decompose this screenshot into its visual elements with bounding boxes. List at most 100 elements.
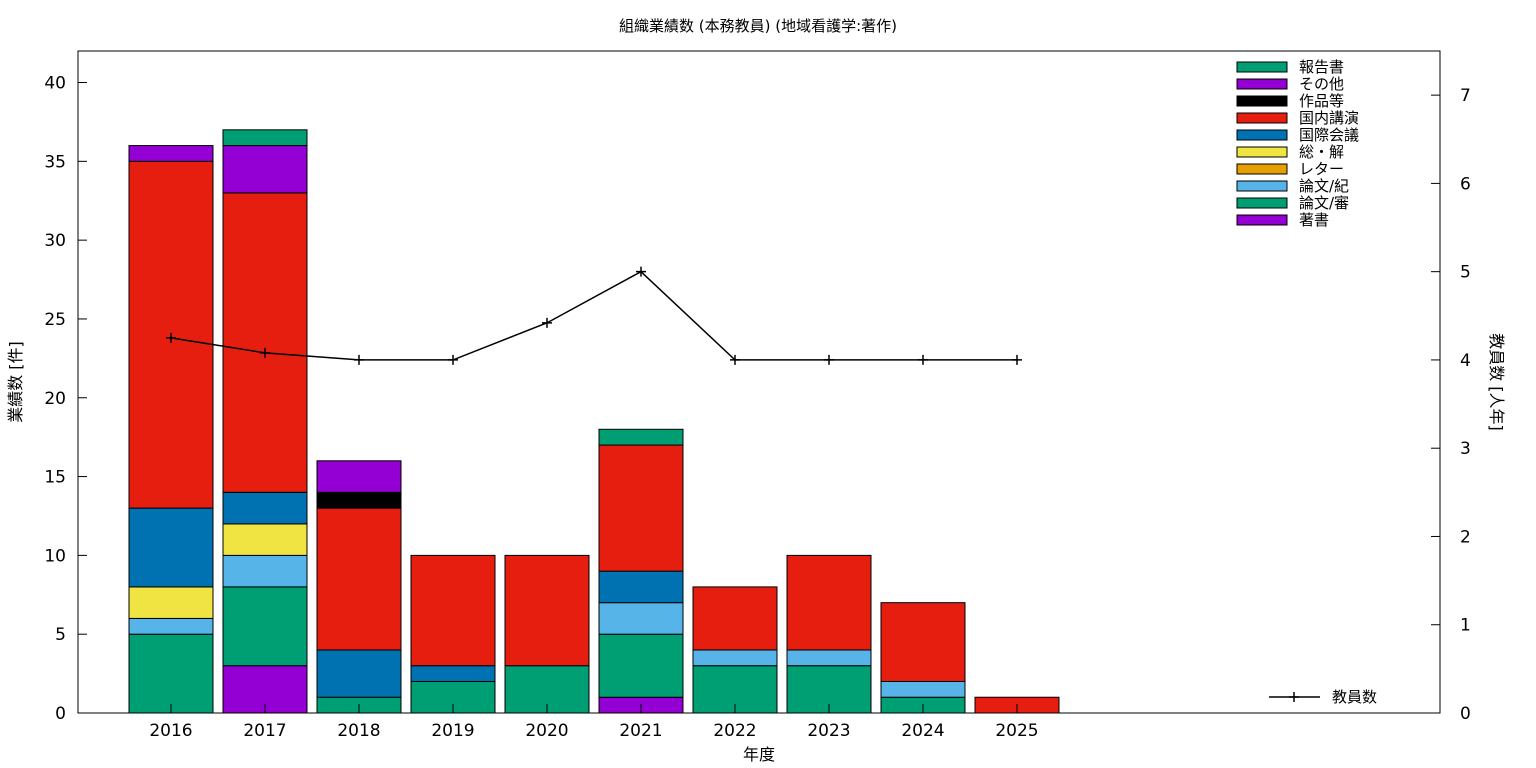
bar-segment — [410, 665, 496, 682]
legend-swatch — [1236, 61, 1288, 73]
bar-segment — [128, 145, 214, 162]
x-axis-title: 年度 — [743, 745, 775, 764]
faculty-count-point — [1012, 354, 1022, 365]
bar-segment — [880, 680, 966, 698]
bar-segment — [222, 586, 308, 667]
y-tick-label: 10 — [44, 546, 66, 566]
bar-segment — [692, 586, 778, 651]
bar-segment — [880, 602, 966, 682]
y2-tick-label: 3 — [1460, 439, 1471, 459]
legend-label: レター — [1299, 160, 1344, 178]
legend-swatch — [1236, 180, 1288, 192]
x-tick-label: 2020 — [525, 721, 568, 741]
legend-swatch — [1236, 146, 1288, 158]
x-tick-label: 2018 — [337, 721, 380, 741]
bar-segment — [410, 554, 496, 667]
legend-line-marker — [1289, 692, 1299, 702]
bar-segment — [222, 145, 308, 194]
bar-segment — [786, 649, 872, 667]
y-axis-title: 業績数 [件] — [6, 341, 25, 423]
legend-swatch — [1236, 78, 1288, 90]
bar-segment — [598, 428, 684, 446]
legend-label: 報告書 — [1299, 58, 1344, 76]
faculty-count-point — [636, 266, 646, 277]
x-tick-label: 2021 — [619, 721, 662, 741]
bar-segment — [222, 192, 308, 493]
bar-segment — [128, 633, 214, 714]
x-tick-label: 2019 — [431, 721, 474, 741]
y2-tick-label: 7 — [1460, 86, 1471, 106]
x-tick-label: 2023 — [807, 721, 850, 741]
y2-tick-label: 5 — [1460, 263, 1471, 283]
legend-swatch — [1236, 95, 1288, 107]
bar-segment — [316, 507, 402, 651]
faculty-count-point — [448, 354, 458, 365]
y2-tick-label: 0 — [1460, 704, 1471, 724]
x-tick-label: 2022 — [713, 721, 756, 741]
legend-label: 総・解 — [1299, 143, 1344, 161]
y-tick-label: 25 — [44, 310, 66, 330]
bar-segment — [316, 460, 402, 493]
y2-tick-label: 4 — [1460, 351, 1471, 371]
bar-segment — [598, 570, 684, 604]
faculty-count-point — [542, 317, 552, 328]
y-tick-label: 0 — [55, 704, 66, 724]
chart-title: 組織業績数 (本務教員) (地域看護学:著作) — [619, 17, 897, 35]
bar-segment — [128, 507, 214, 588]
bar-segment — [128, 617, 214, 635]
bar-segment — [598, 633, 684, 698]
line-layer — [166, 266, 1022, 365]
bar-segment — [316, 649, 402, 698]
bar-segment — [504, 554, 590, 667]
y-tick-label: 30 — [44, 231, 66, 251]
bar-segment — [598, 444, 684, 572]
legend-swatch — [1236, 129, 1288, 141]
legend-label: 教員数 — [1332, 688, 1377, 706]
bar-segment — [222, 523, 308, 556]
y2-tick-label: 2 — [1460, 527, 1471, 547]
bar-segment — [692, 649, 778, 667]
legend-label: 著書 — [1299, 211, 1329, 229]
faculty-count-point — [166, 332, 176, 343]
faculty-count-point — [260, 347, 270, 358]
bar-segment — [222, 554, 308, 588]
legend-label: 論文/紀 — [1299, 177, 1349, 195]
faculty-count-point — [918, 354, 928, 365]
plot-frame — [77, 50, 1441, 714]
bar-segment — [128, 586, 214, 619]
y-tick-label: 40 — [44, 74, 66, 94]
legend-label: 作品等 — [1299, 92, 1344, 110]
x-tick-label: 2025 — [995, 721, 1038, 741]
y2-axis-title: 教員数 [人年] — [1487, 333, 1506, 431]
bar-segment — [316, 491, 402, 509]
y-tick-label: 20 — [44, 389, 66, 409]
faculty-count-point — [824, 354, 834, 365]
x-tick-label: 2016 — [149, 721, 192, 741]
legend-label: 論文/審 — [1299, 194, 1349, 212]
y2-tick-label: 6 — [1460, 174, 1471, 194]
bar-segment — [786, 554, 872, 651]
y-tick-label: 5 — [55, 625, 66, 645]
y-tick-label: 15 — [44, 468, 66, 488]
legend-label: 国際会議 — [1299, 126, 1359, 144]
bar-segment — [222, 491, 308, 525]
y2-tick-label: 1 — [1460, 616, 1471, 636]
bar-layer — [128, 129, 1060, 714]
faculty-count-point — [354, 354, 364, 365]
x-tick-label: 2017 — [243, 721, 286, 741]
legend-swatch — [1236, 214, 1288, 226]
legend-swatch — [1236, 163, 1288, 175]
bar-segment — [598, 602, 684, 635]
legend-swatch — [1236, 197, 1288, 209]
faculty-count-line — [170, 270, 1017, 361]
x-tick-label: 2024 — [901, 721, 944, 741]
faculty-count-point — [730, 354, 740, 365]
legend-swatch — [1236, 112, 1288, 124]
bar-segment — [222, 129, 308, 147]
legend-label: 国内講演 — [1299, 109, 1359, 127]
y-tick-label: 35 — [44, 152, 66, 172]
legend-label: その他 — [1299, 75, 1344, 93]
